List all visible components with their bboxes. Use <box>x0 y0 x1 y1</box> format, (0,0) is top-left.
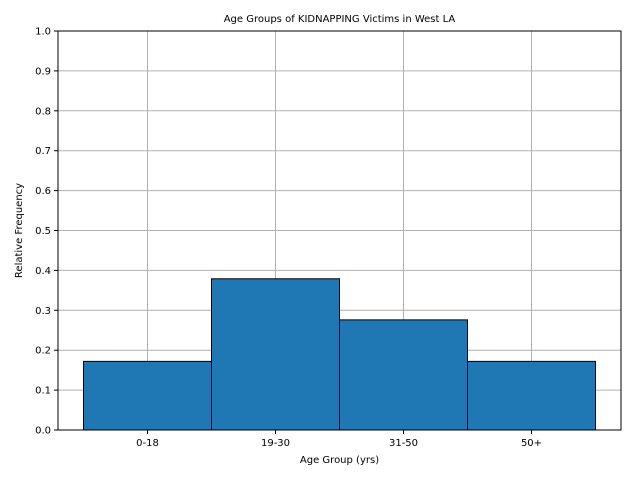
chart-title: Age Groups of KIDNAPPING Victims in West… <box>224 14 456 25</box>
bar-31-50 <box>339 319 468 431</box>
y-axis-label: Relative Frequency <box>14 183 25 278</box>
bar-19-30 <box>211 278 340 431</box>
y-tick-label: 0.1 <box>35 386 51 397</box>
y-tick-label: 0.2 <box>35 346 51 357</box>
y-tick-label: 0.5 <box>35 226 51 237</box>
y-tick-label: 0.8 <box>35 106 51 117</box>
bar-50+ <box>467 360 596 431</box>
y-axis: 0.0 0.1 0.2 0.3 0.4 0.5 0.6 0.7 0.8 0.9 1.0 <box>35 27 58 437</box>
y-tick-label: 0.6 <box>35 186 51 197</box>
bar-0-18 <box>83 360 212 431</box>
y-tick-label: 0.4 <box>35 266 51 277</box>
y-tick-label: 0.9 <box>35 66 51 77</box>
x-tick-label: 50+ <box>521 438 542 449</box>
x-axis: 0-18 19-30 31-50 50+ <box>136 430 542 449</box>
x-tick-label: 31-50 <box>389 438 418 449</box>
bars <box>83 278 596 431</box>
x-tick-label: 0-18 <box>136 438 159 449</box>
x-tick-label: 19-30 <box>261 438 290 449</box>
y-tick-label: 0.0 <box>35 426 51 437</box>
y-tick-label: 1.0 <box>35 27 51 38</box>
y-tick-label: 0.3 <box>35 306 51 317</box>
y-tick-label: 0.7 <box>35 146 51 157</box>
x-axis-label: Age Group (yrs) <box>300 455 379 466</box>
